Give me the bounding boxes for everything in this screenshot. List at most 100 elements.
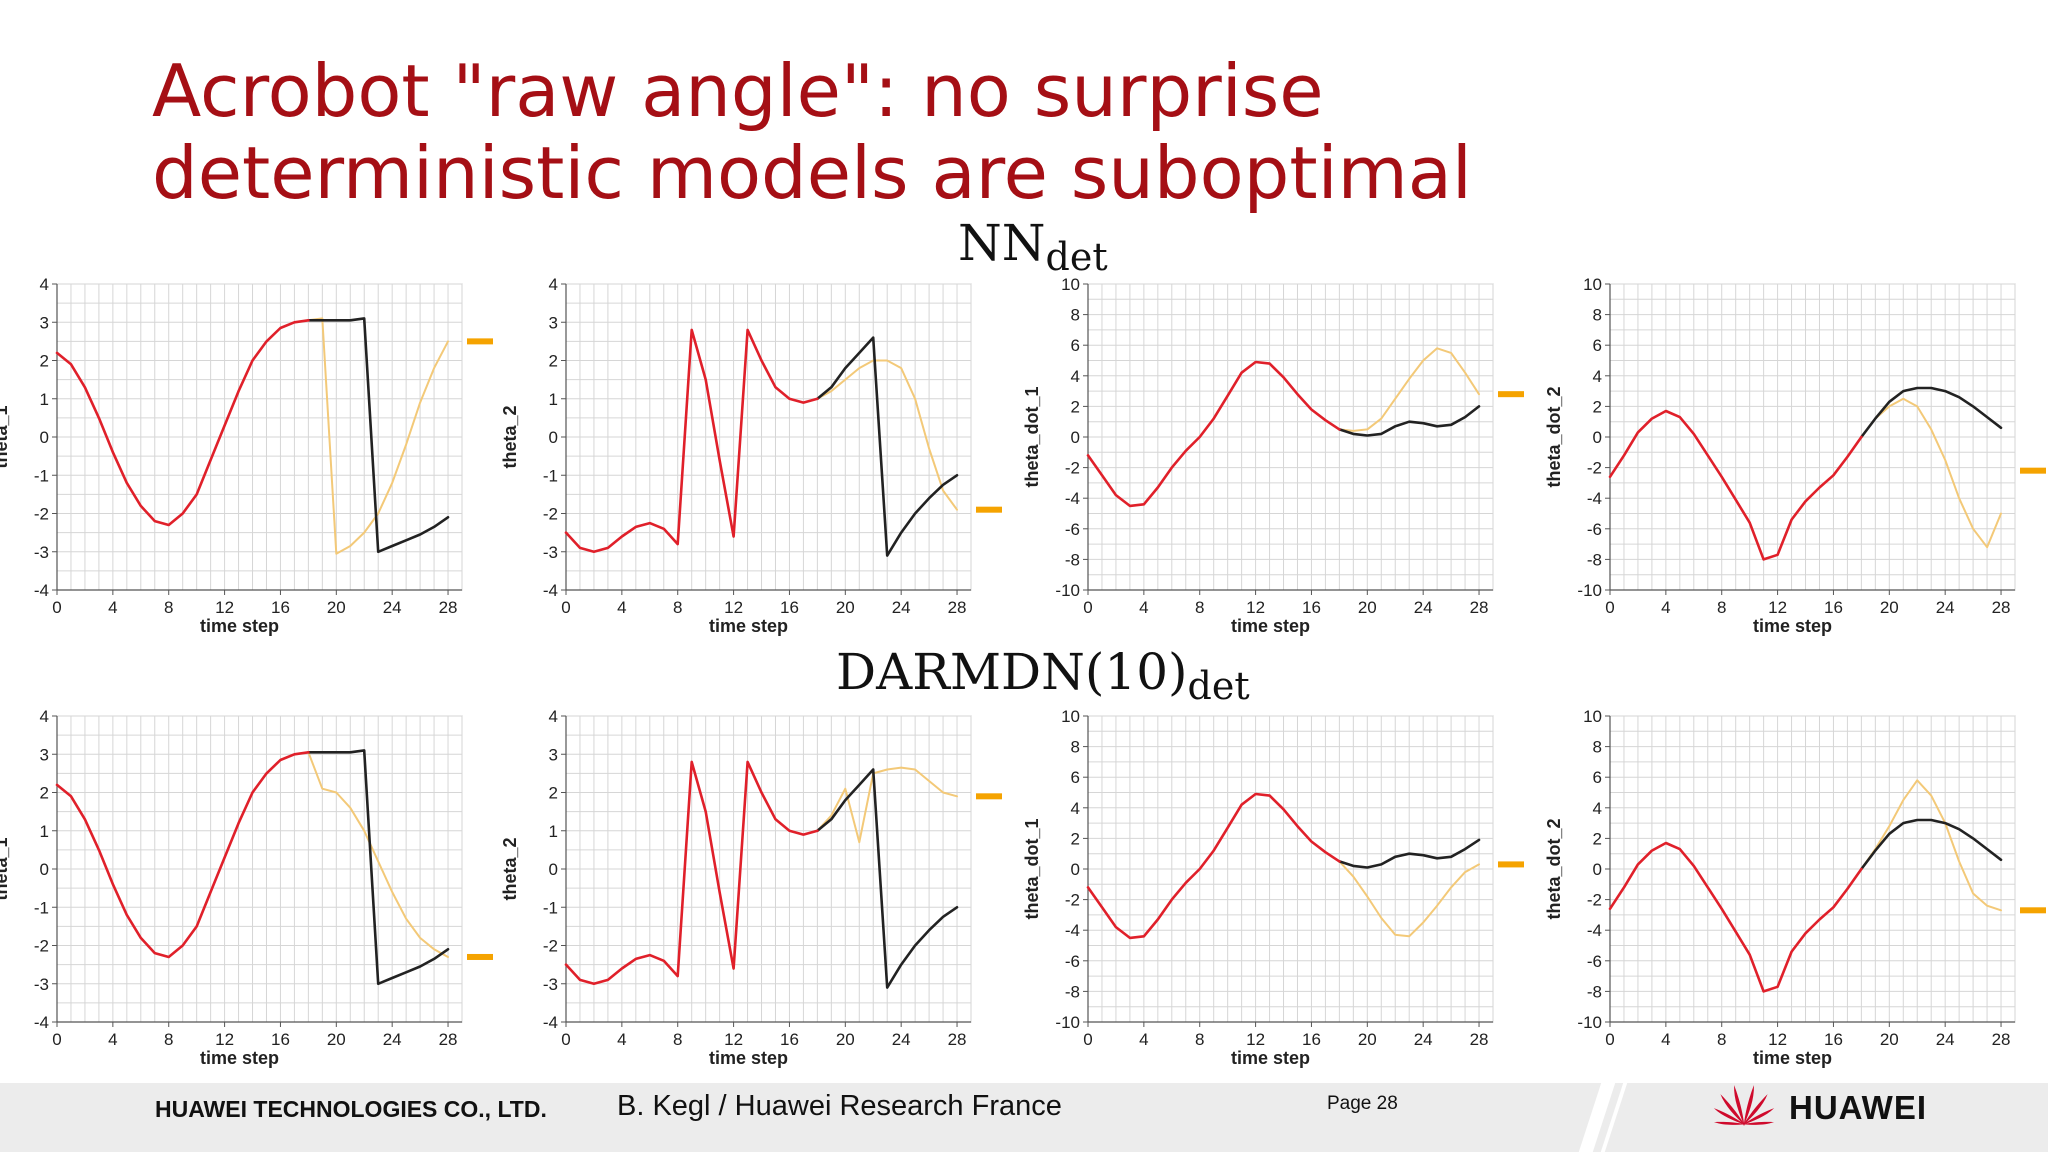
slide-title: Acrobot "raw angle": no surprise determi… [152, 50, 1652, 214]
y-tick-label: 6 [1071, 768, 1080, 787]
x-tick-label: 8 [1717, 598, 1726, 617]
x-tick-label: 24 [383, 598, 402, 617]
y-tick-label: -3 [543, 975, 558, 994]
x-tick-label: 4 [1139, 1030, 1148, 1049]
y-tick-label: -3 [543, 543, 558, 562]
series-line-prediction [1860, 779, 2002, 912]
y-tick-label: -6 [1587, 952, 1602, 971]
y-tick-label: -6 [1065, 952, 1080, 971]
y-tick-label: -4 [1587, 921, 1602, 940]
final-value-marker [2020, 467, 2046, 474]
section-label-darmdn-sub: det [1187, 664, 1250, 708]
series-line-history [564, 328, 819, 554]
y-tick-label: 6 [1071, 336, 1080, 355]
x-tick-label: 16 [780, 598, 799, 617]
x-tick-label: 0 [1083, 598, 1092, 617]
series-line-truth [307, 749, 450, 986]
footer-page-number: Page 28 [1327, 1093, 1398, 1114]
y-tick-label: -4 [543, 581, 558, 600]
series-line-prediction [307, 751, 449, 958]
y-tick-label: -4 [1587, 489, 1602, 508]
x-tick-label: 16 [1824, 1030, 1843, 1049]
x-tick-label: 24 [892, 1030, 911, 1049]
series-line-prediction [1338, 347, 1480, 432]
x-tick-label: 28 [1470, 1030, 1489, 1049]
y-tick-label: -4 [34, 1013, 49, 1032]
x-tick-label: 4 [617, 598, 626, 617]
y-tick-label: -2 [1587, 891, 1602, 910]
y-tick-label: 4 [549, 707, 558, 726]
series-line-prediction [307, 317, 449, 555]
series-line-truth [1860, 818, 2003, 871]
series-line-history [1086, 792, 1341, 940]
y-tick-label: 0 [1593, 428, 1602, 447]
footer-company: HUAWEI TECHNOLOGIES CO., LTD. [155, 1096, 547, 1122]
y-axis-label: theta_dot_2 [1544, 386, 1564, 487]
series-line-prediction [816, 766, 958, 844]
y-axis-label: theta_2 [500, 837, 520, 900]
series-line-truth [1338, 405, 1481, 437]
x-tick-label: 24 [892, 598, 911, 617]
series-line-history [1608, 841, 1863, 993]
y-axis-label: theta_2 [500, 405, 520, 468]
y-tick-label: 4 [549, 275, 558, 294]
y-tick-label: -4 [34, 581, 49, 600]
x-tick-label: 4 [1661, 1030, 1670, 1049]
x-axis-label: time step [709, 1048, 788, 1068]
series-line-history [564, 760, 819, 986]
x-tick-label: 20 [1358, 598, 1377, 617]
x-tick-label: 20 [327, 1030, 346, 1049]
x-tick-label: 12 [1246, 1030, 1265, 1049]
y-tick-label: -1 [34, 466, 49, 485]
y-tick-label: 2 [1593, 397, 1602, 416]
y-tick-label: -10 [1055, 581, 1080, 600]
y-tick-label: 4 [1593, 799, 1602, 818]
footer-slash-decoration [1578, 1083, 1616, 1152]
y-tick-label: -10 [1577, 581, 1602, 600]
x-tick-label: 24 [1936, 598, 1955, 617]
y-tick-label: -1 [543, 466, 558, 485]
y-tick-label: 4 [40, 275, 49, 294]
x-tick-label: 20 [1880, 1030, 1899, 1049]
series-line-history [55, 750, 310, 959]
y-tick-label: 3 [549, 745, 558, 764]
x-tick-label: 28 [1992, 1030, 2011, 1049]
y-tick-label: 2 [40, 352, 49, 371]
x-axis-label: time step [1753, 616, 1832, 636]
y-tick-label: -6 [1065, 520, 1080, 539]
series-line-prediction [816, 359, 958, 511]
x-axis-label: time step [200, 1048, 279, 1068]
x-tick-label: 0 [561, 1030, 570, 1049]
x-tick-label: 12 [1768, 1030, 1787, 1049]
series-line-history [1086, 360, 1341, 508]
y-tick-label: -3 [34, 543, 49, 562]
y-tick-label: -8 [1587, 982, 1602, 1001]
x-tick-label: 20 [836, 1030, 855, 1049]
final-value-marker [976, 506, 1002, 513]
footer-brand: HUAWEI [1789, 1089, 1927, 1126]
x-tick-label: 4 [108, 598, 117, 617]
x-tick-label: 28 [1470, 598, 1489, 617]
y-tick-label: -1 [543, 898, 558, 917]
y-axis-label: theta_1 [0, 405, 11, 468]
series-line-truth [816, 336, 959, 557]
y-tick-label: 4 [1593, 367, 1602, 386]
x-tick-label: 8 [1717, 1030, 1726, 1049]
y-tick-label: -3 [34, 975, 49, 994]
final-value-marker [2020, 907, 2046, 914]
y-tick-label: -8 [1065, 550, 1080, 569]
x-tick-label: 28 [948, 1030, 967, 1049]
x-tick-label: 16 [271, 1030, 290, 1049]
y-tick-label: 3 [549, 313, 558, 332]
x-tick-label: 12 [1768, 598, 1787, 617]
y-tick-label: 6 [1593, 336, 1602, 355]
x-tick-label: 16 [780, 1030, 799, 1049]
y-tick-label: 10 [1061, 275, 1080, 294]
title-line-1: Acrobot "raw angle": no surprise [152, 49, 1324, 133]
